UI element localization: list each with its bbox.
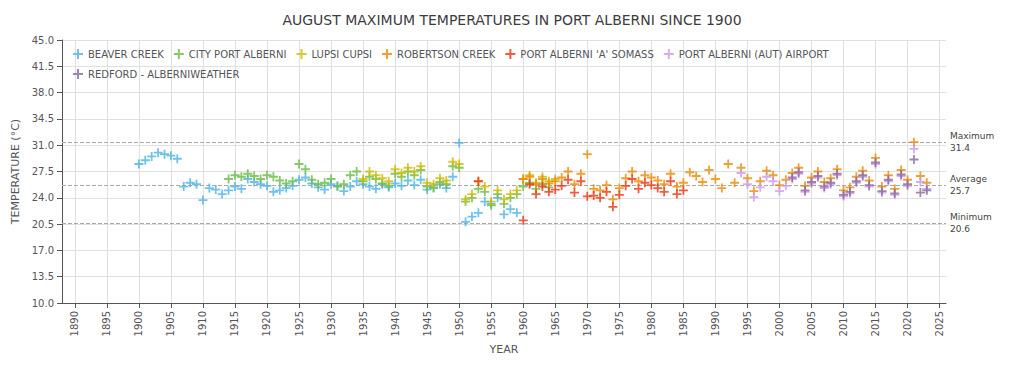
svg-text:24.0: 24.0 xyxy=(32,192,54,203)
svg-text:34.5: 34.5 xyxy=(32,113,54,124)
svg-text:2005: 2005 xyxy=(806,311,817,336)
svg-text:17.0: 17.0 xyxy=(32,245,54,256)
svg-text:2000: 2000 xyxy=(774,311,785,336)
svg-text:1975: 1975 xyxy=(614,311,625,336)
svg-text:1960: 1960 xyxy=(518,311,529,336)
svg-text:10.0: 10.0 xyxy=(32,298,54,309)
svg-text:CITY PORT ALBERNI: CITY PORT ALBERNI xyxy=(189,49,287,60)
svg-text:1950: 1950 xyxy=(454,311,465,336)
svg-text:1995: 1995 xyxy=(742,311,753,336)
svg-text:1935: 1935 xyxy=(358,311,369,336)
svg-text:1945: 1945 xyxy=(422,311,433,336)
svg-text:2020: 2020 xyxy=(902,311,913,336)
svg-text:20.5: 20.5 xyxy=(32,219,54,230)
svg-text:38.0: 38.0 xyxy=(32,87,54,98)
svg-text:13.5: 13.5 xyxy=(32,271,54,282)
svg-text:31.4: 31.4 xyxy=(950,143,970,153)
svg-text:1940: 1940 xyxy=(390,311,401,336)
svg-text:YEAR: YEAR xyxy=(489,343,519,356)
svg-text:PORT ALBERNI (AUT) AIRPORT: PORT ALBERNI (AUT) AIRPORT xyxy=(679,49,830,60)
svg-text:1970: 1970 xyxy=(582,311,593,336)
svg-text:25.7: 25.7 xyxy=(950,186,970,196)
svg-text:1955: 1955 xyxy=(486,311,497,336)
svg-text:PORT ALBERNI 'A' SOMASS: PORT ALBERNI 'A' SOMASS xyxy=(520,49,653,60)
svg-text:45.0: 45.0 xyxy=(32,35,54,46)
svg-text:41.5: 41.5 xyxy=(32,61,54,72)
svg-text:2015: 2015 xyxy=(870,311,881,336)
svg-text:1990: 1990 xyxy=(710,311,721,336)
svg-text:Minimum: Minimum xyxy=(950,212,992,222)
svg-text:1895: 1895 xyxy=(101,311,112,336)
svg-text:2025: 2025 xyxy=(934,311,945,336)
svg-text:TEMPERATURE (°C): TEMPERATURE (°C) xyxy=(9,119,22,225)
svg-text:AUGUST MAXIMUM TEMPERATURES IN: AUGUST MAXIMUM TEMPERATURES IN PORT ALBE… xyxy=(282,12,741,28)
svg-text:20.6: 20.6 xyxy=(950,224,970,234)
svg-text:31.0: 31.0 xyxy=(32,140,54,151)
svg-text:1980: 1980 xyxy=(646,311,657,336)
svg-text:1930: 1930 xyxy=(326,311,337,336)
svg-text:1920: 1920 xyxy=(261,311,272,336)
svg-text:REDFORD - ALBERNIWEATHER: REDFORD - ALBERNIWEATHER xyxy=(88,69,239,80)
svg-text:BEAVER CREEK: BEAVER CREEK xyxy=(88,49,164,60)
svg-text:1915: 1915 xyxy=(229,311,240,336)
svg-text:2010: 2010 xyxy=(838,311,849,336)
svg-text:LUPSI CUPSI: LUPSI CUPSI xyxy=(311,49,372,60)
svg-text:1985: 1985 xyxy=(678,311,689,336)
svg-text:1890: 1890 xyxy=(69,311,80,336)
svg-text:1910: 1910 xyxy=(197,311,208,336)
svg-text:27.5: 27.5 xyxy=(32,166,54,177)
svg-text:Maximum: Maximum xyxy=(950,131,994,141)
svg-text:1965: 1965 xyxy=(550,311,561,336)
svg-text:ROBERTSON CREEK: ROBERTSON CREEK xyxy=(397,49,496,60)
svg-text:Average: Average xyxy=(950,174,987,184)
svg-text:1900: 1900 xyxy=(133,311,144,336)
svg-text:1925: 1925 xyxy=(294,311,305,336)
svg-text:1905: 1905 xyxy=(165,311,176,336)
